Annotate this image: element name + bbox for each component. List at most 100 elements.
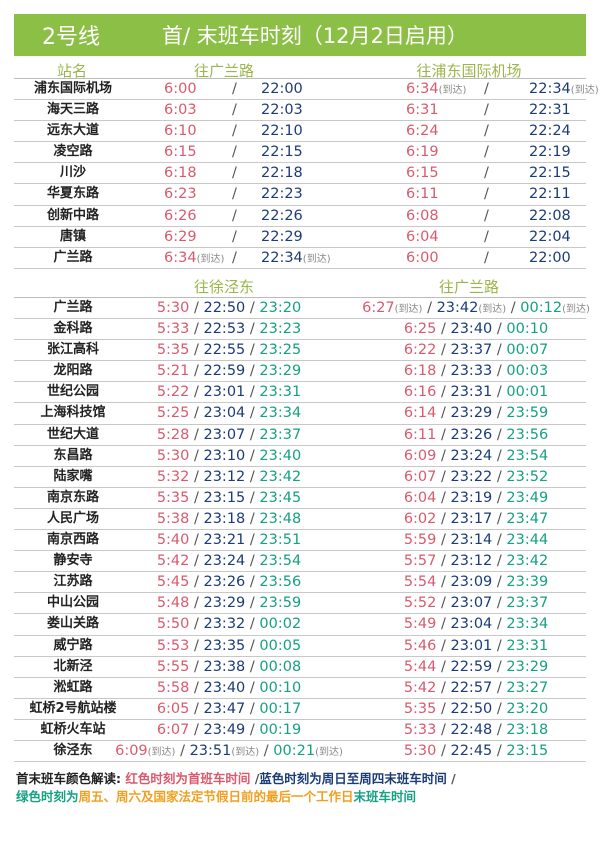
separator: / (492, 616, 507, 633)
direction-header-xujingdong: 往徐泾东 (193, 278, 255, 296)
separator: / (484, 186, 489, 203)
last-train-weekday-time: 23:12 (450, 553, 493, 570)
first-train-time: 5:25 (156, 405, 190, 422)
last-train-weekend-time: 23:59 (259, 595, 302, 612)
separator: / (484, 207, 489, 224)
arrival-note: (到达) (302, 253, 331, 265)
separator: / (436, 426, 451, 443)
time-group: 5:22 / 23:01 / 23:31 (157, 382, 301, 402)
separator: / (492, 384, 507, 401)
separator: / (245, 532, 260, 549)
separator: / (436, 721, 451, 738)
time-cell: 22:00 (529, 248, 571, 268)
last-train-weekday-time: 23:26 (450, 426, 493, 443)
table-row: 淞虹路 5:58 / 23:40 / 00:10 5:42 / 22:57 / 23… (14, 678, 586, 699)
last-train-weekday-time: 22:45 (450, 742, 493, 759)
time-cell: 22:15 (529, 163, 571, 183)
first-train-time: 6:34 (406, 81, 439, 97)
table-row: 南京西路 5:40 / 23:21 / 23:51 5:59 / 23:14 / 2… (14, 530, 586, 552)
time-group: 5:21 / 22:59 / 23:29 (157, 361, 301, 381)
first-train-time: 6:22 (403, 342, 437, 359)
separator: / (484, 102, 489, 119)
separator: / (436, 742, 451, 759)
last-train-weekday-time: 23:15 (203, 489, 246, 506)
separator: / (484, 81, 489, 97)
arrival-note: (到达) (478, 304, 507, 315)
time-group: 6:04 / 23:19 / 23:49 (404, 488, 548, 508)
time-group: 6:09 / 23:24 / 23:54 (404, 446, 548, 466)
separator: / (245, 510, 260, 527)
last-train-weekday-time: 23:47 (203, 700, 246, 717)
first-train-time: 5:50 (156, 616, 190, 633)
separator: / (245, 321, 260, 338)
upper-timetable: 浦东国际机场 6:00/22:00 6:34(到达)/22:34(到达) 海天三路 6:… (14, 78, 599, 269)
separator: / (232, 165, 237, 182)
last-train-weekend-time: 23:45 (259, 489, 302, 506)
legend-label: 首末班车颜色解读: (16, 771, 126, 786)
separator: / (436, 363, 451, 380)
table-row: 川沙 6:18 / 22:18 6:15 / 22:15 (14, 163, 586, 185)
last-train-time: 22:23 (261, 186, 303, 203)
time-cell: 22:11 (529, 184, 571, 204)
arrival-note: (到达) (438, 85, 467, 96)
table-row: 威宁路 5:53 / 23:35 / 00:05 5:46 / 23:01 / 23… (14, 636, 586, 657)
direction-header-guanglan: 往广兰路 (193, 62, 255, 80)
first-train-time: 5:58 (156, 679, 190, 696)
last-train-weekday-time: 23:51 (189, 742, 232, 759)
separator: / (492, 363, 507, 380)
first-train-time: 5:53 (156, 637, 190, 654)
separator: / (484, 249, 489, 266)
time-group: 5:35 / 22:50 / 23:20 (404, 699, 548, 719)
separator: / (245, 342, 260, 359)
time-cell: 6:04 (406, 227, 439, 247)
first-train-time: 6:11 (406, 186, 439, 203)
last-train-weekday-time: 23:32 (203, 616, 246, 633)
time-group: 5:48 / 23:29 / 23:59 (157, 593, 301, 613)
time-group: 6:07 / 23:49 / 00:19 (157, 720, 301, 740)
last-train-weekday-time: 23:09 (450, 574, 493, 591)
arrival-note: (到达) (315, 746, 343, 758)
last-train-time: 22:31 (529, 102, 571, 119)
time-group: 5:30 / 22:50 / 23:20 (157, 298, 301, 318)
last-train-time: 22:03 (261, 102, 303, 119)
first-train-time: 6:16 (403, 384, 437, 401)
last-train-weekend-time: 00:19 (259, 721, 302, 738)
separator: / (436, 447, 451, 464)
first-train-time: 5:32 (156, 468, 190, 485)
first-train-time: 6:18 (403, 363, 437, 380)
station-name: 虹桥2号航站楼 (29, 700, 117, 716)
separator: / (436, 595, 451, 612)
last-train-weekend-time: 23:27 (506, 679, 549, 696)
time-cell: 22:15 (261, 142, 303, 162)
last-train-weekday-time: 22:55 (203, 342, 246, 359)
last-train-weekend-time: 00:21 (273, 742, 316, 759)
station-name: 张江高科 (46, 342, 99, 358)
first-train-time: 6:00 (164, 81, 197, 97)
last-train-weekend-time: 23:37 (506, 595, 549, 612)
last-train-weekend-time: 23:18 (506, 721, 549, 738)
last-train-weekend-time: 23:48 (259, 510, 302, 527)
last-train-weekday-time: 23:01 (450, 637, 493, 654)
last-train-weekday-time: 23:18 (203, 510, 246, 527)
separator: / (189, 321, 204, 338)
last-train-weekend-time: 23:20 (506, 700, 549, 717)
time-group: 6:14 / 23:29 / 23:59 (404, 403, 548, 423)
time-group: 5:59 / 23:14 / 23:44 (404, 530, 548, 550)
separator: / (492, 321, 507, 338)
separator: / (245, 447, 260, 464)
separator: / (492, 447, 507, 464)
last-train-weekday-time: 23:42 (436, 300, 479, 316)
separator: / (245, 426, 260, 443)
last-train-time: 22:15 (529, 165, 571, 182)
time-group: 5:42 / 23:24 / 23:54 (157, 551, 301, 571)
first-train-time: 6:26 (164, 207, 197, 224)
first-train-time: 6:09 (403, 447, 437, 464)
last-train-weekday-time: 23:22 (450, 468, 493, 485)
separator: / (492, 637, 507, 654)
station-name: 金科路 (53, 321, 93, 337)
separator: / (492, 468, 507, 485)
separator: / (436, 700, 451, 717)
last-train-weekend-time: 23:31 (259, 384, 302, 401)
last-train-weekend-time: 23:47 (506, 510, 549, 527)
separator: / (436, 405, 451, 422)
